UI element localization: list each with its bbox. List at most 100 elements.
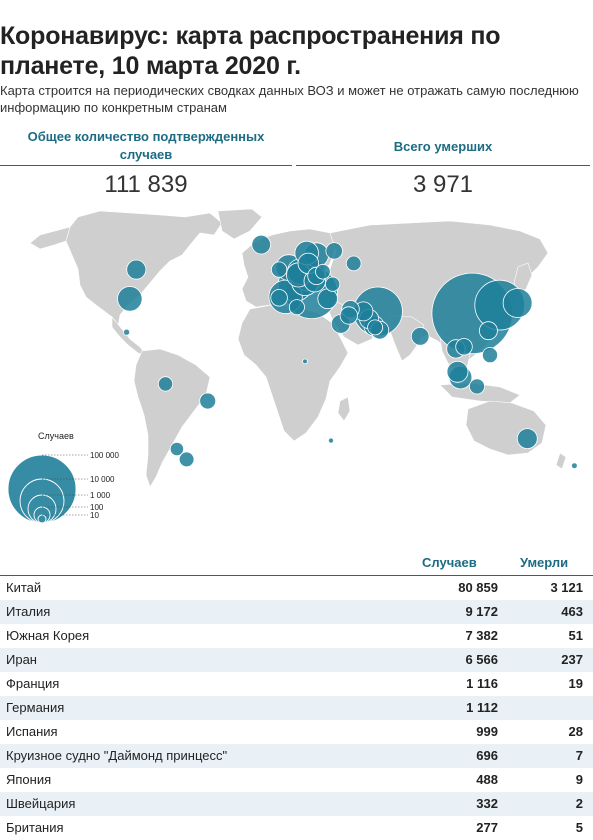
col-header-deaths[interactable]: Умерли: [520, 555, 569, 570]
case-bubble[interactable]: [478, 321, 498, 341]
case-bubble[interactable]: [345, 255, 362, 272]
case-bubble[interactable]: [468, 378, 485, 395]
table-row: Иран 6 566 237: [0, 648, 593, 672]
country-deaths: 3 121: [550, 580, 583, 595]
case-bubble[interactable]: [123, 328, 131, 336]
case-bubble[interactable]: [302, 358, 308, 365]
case-bubble[interactable]: [169, 441, 184, 457]
country-name: Южная Корея: [6, 628, 90, 643]
country-name: Круизное судно "Даймонд принцесс": [6, 748, 228, 763]
country-deaths: 19: [568, 676, 583, 691]
country-name: Швейцария: [6, 796, 76, 811]
legend-circle: [7, 454, 77, 524]
country-cases: 696: [476, 748, 498, 763]
country-deaths: 5: [575, 820, 583, 835]
stat-total-cases: Общее количество подтвержденных случаев …: [0, 128, 292, 200]
page-subtitle: Карта строится на периодических сводках …: [0, 83, 579, 115]
case-bubble[interactable]: [251, 234, 272, 255]
table-row: Швейцария 332 2: [0, 792, 593, 816]
case-bubble[interactable]: [327, 437, 334, 444]
case-bubble[interactable]: [455, 338, 473, 356]
country-cases: 277: [476, 820, 498, 835]
table-row: Южная Корея 7 382 51: [0, 624, 593, 648]
country-cases: 999: [476, 724, 498, 739]
country-deaths: 9: [575, 772, 583, 787]
case-bubble[interactable]: [325, 242, 343, 260]
table-row: Германия 1 112: [0, 696, 593, 720]
country-name: Франция: [6, 676, 60, 691]
country-cases: 332: [476, 796, 498, 811]
land-south-america: [133, 348, 211, 488]
case-bubble[interactable]: [502, 288, 533, 318]
country-cases: 6 566: [465, 652, 498, 667]
country-name: Британия: [6, 820, 64, 835]
case-bubble[interactable]: [117, 286, 143, 312]
case-bubble[interactable]: [288, 299, 305, 316]
land-greenland: [217, 208, 263, 240]
case-bubble[interactable]: [315, 263, 331, 280]
country-cases: 80 859: [458, 580, 498, 595]
land-madagascar: [337, 396, 351, 422]
table-row: Италия 9 172 463: [0, 600, 593, 624]
legend-title: Случаев: [38, 431, 74, 441]
country-name: Иран: [6, 652, 37, 667]
table-row: Япония 488 9: [0, 768, 593, 792]
case-bubble[interactable]: [446, 360, 469, 383]
country-deaths: 51: [568, 628, 583, 643]
legend-label: 100: [90, 503, 104, 512]
table-row: Круизное судно "Даймонд принцесс" 696 7: [0, 744, 593, 768]
country-name: Япония: [6, 772, 52, 787]
land-central-america: [111, 316, 147, 356]
land-india: [389, 314, 425, 362]
case-bubble[interactable]: [157, 376, 174, 392]
case-bubble[interactable]: [410, 327, 430, 346]
country-deaths: 463: [561, 604, 583, 619]
legend-label: 10: [90, 511, 99, 520]
country-name: Китай: [6, 580, 42, 595]
land-australia: [465, 400, 547, 456]
case-bubble[interactable]: [199, 392, 217, 410]
case-bubble[interactable]: [481, 347, 498, 364]
stat-total-deaths-label: Всего умерших: [393, 138, 493, 154]
country-name: Италия: [6, 604, 51, 619]
table-header: Случаев Умерли: [0, 550, 593, 576]
country-name: Испания: [6, 724, 58, 739]
case-bubble[interactable]: [339, 306, 358, 325]
page-title: Коронавирус: карта распространения по пл…: [0, 22, 501, 80]
country-table: Китай 80 859 3 121 Италия 9 172 463 Южная Коре…: [0, 576, 593, 840]
legend-label: 10 000: [90, 475, 115, 484]
country-cases: 488: [476, 772, 498, 787]
country-deaths: 237: [561, 652, 583, 667]
stat-total-cases-label: Общее количество подтвержденных случаев: [27, 129, 265, 162]
table-row: Франция 1 116 19: [0, 672, 593, 696]
land-africa: [237, 304, 349, 442]
case-bubble[interactable]: [367, 319, 384, 336]
case-bubble[interactable]: [324, 276, 341, 292]
case-bubble[interactable]: [270, 261, 288, 278]
country-name: Германия: [6, 700, 65, 715]
country-cases: 1 116: [466, 676, 498, 691]
table-row: Британия 277 5: [0, 816, 593, 840]
land-new-zealand: [555, 452, 567, 470]
table-row: Испания 999 28: [0, 720, 593, 744]
legend-label: 100 000: [90, 451, 119, 460]
country-cases: 1 112: [466, 700, 498, 715]
land-japan: [513, 262, 533, 296]
case-bubble[interactable]: [126, 259, 147, 280]
country-cases: 7 382: [465, 628, 498, 643]
stat-total-cases-value: 111 839: [104, 171, 188, 198]
case-bubble[interactable]: [571, 462, 578, 470]
case-bubble[interactable]: [178, 451, 195, 468]
col-header-cases[interactable]: Случаев: [422, 555, 477, 570]
stat-divider: [296, 165, 590, 166]
case-bubble[interactable]: [317, 288, 339, 310]
stat-total-deaths-value: 3 971: [412, 171, 474, 198]
case-bubble[interactable]: [270, 289, 288, 307]
case-bubbles[interactable]: [117, 234, 578, 470]
case-bubble[interactable]: [516, 428, 538, 450]
country-deaths: 7: [575, 748, 583, 763]
country-deaths: 2: [575, 796, 583, 811]
land-alaska: [29, 226, 71, 250]
